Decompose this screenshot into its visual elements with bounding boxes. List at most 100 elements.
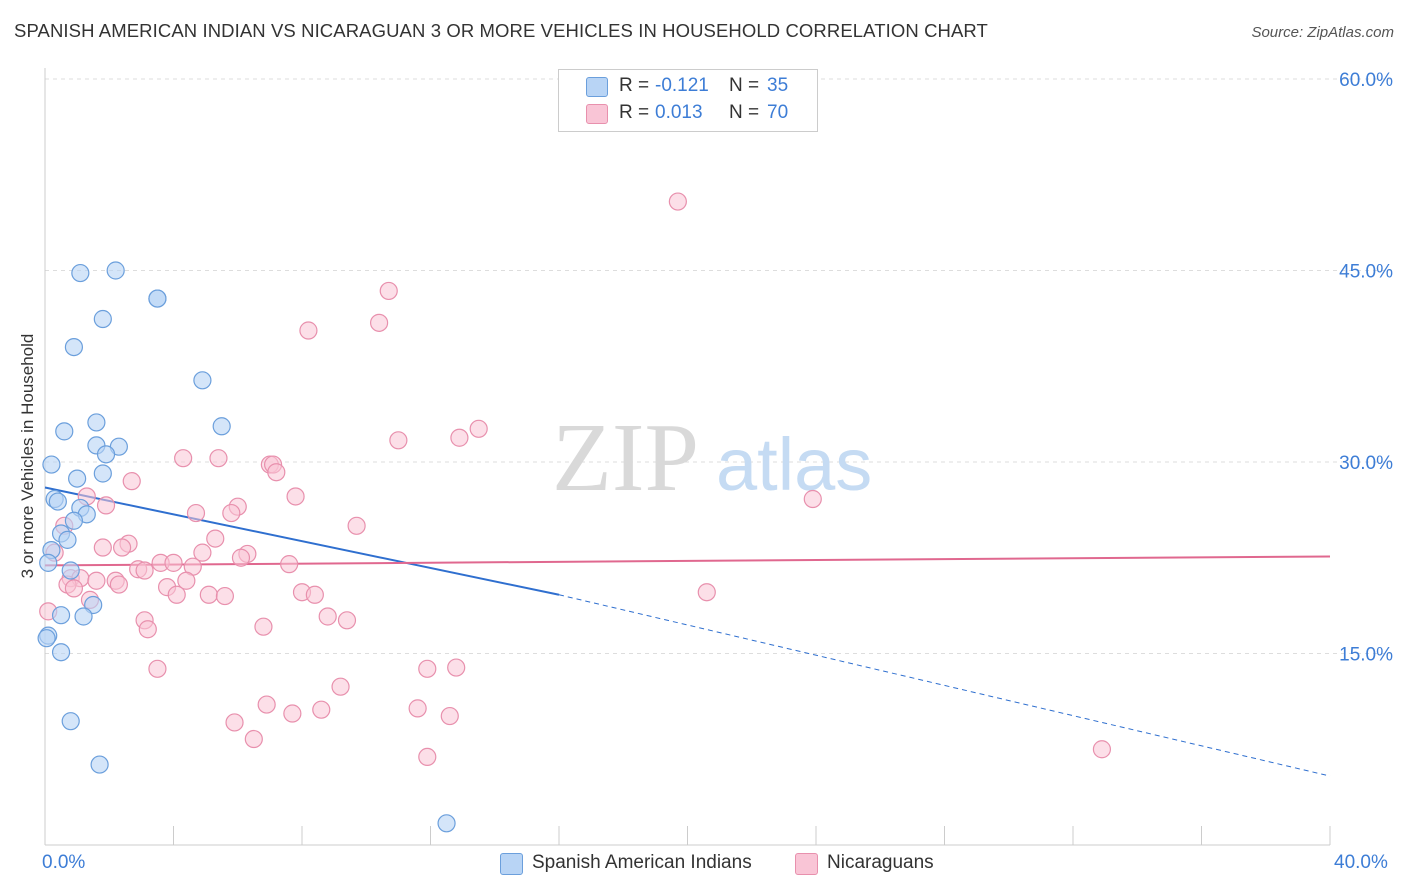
- data-point-spanish: [93, 464, 112, 483]
- data-point-nicaraguan: [337, 611, 357, 630]
- data-point-spanish: [437, 814, 456, 833]
- trend-line-spanish: [44, 486, 560, 596]
- data-point-nicaraguan: [450, 428, 469, 447]
- data-point-nicaraguan: [231, 548, 251, 567]
- data-point-nicaraguan: [135, 561, 154, 580]
- data-point-spanish: [212, 417, 231, 436]
- legend-r-label: R =: [619, 75, 650, 96]
- data-point-spanish: [71, 263, 90, 283]
- source-credit: Source: ZipAtlas.com: [1251, 24, 1394, 41]
- data-point-nicaraguan: [312, 700, 331, 719]
- data-points: [37, 192, 1112, 833]
- legend-r-label: R =: [619, 102, 650, 123]
- data-point-spanish: [61, 561, 80, 580]
- data-point-nicaraguan: [64, 579, 84, 598]
- data-point-nicaraguan: [299, 321, 318, 340]
- data-point-spanish: [51, 643, 71, 662]
- data-point-spanish: [193, 371, 212, 390]
- y-axis-label: 3 or more Vehicles in Household: [18, 333, 37, 579]
- data-point-nicaraguan: [257, 695, 276, 714]
- legend-row-nicaraguan: R = 0.013 N = 70: [559, 100, 817, 127]
- data-point-nicaraguan: [112, 538, 132, 557]
- data-point-nicaraguan: [167, 585, 186, 604]
- data-point-nicaraguan: [418, 747, 437, 767]
- data-point-nicaraguan: [96, 496, 116, 515]
- data-point-nicaraguan: [93, 538, 112, 557]
- trend-lines: [44, 486, 1331, 777]
- data-point-spanish: [96, 445, 116, 464]
- data-point-spanish: [39, 553, 58, 572]
- series-name-nicaraguan: Nicaraguans: [827, 852, 934, 873]
- y-tick-label: 45.0%: [1339, 262, 1393, 283]
- axes: [44, 68, 1331, 846]
- data-point-nicaraguan: [1092, 740, 1112, 759]
- data-point-nicaraguan: [418, 659, 437, 678]
- data-point-spanish: [64, 338, 84, 357]
- data-point-nicaraguan: [215, 586, 234, 606]
- stats-legend: R = -0.121 N = 35 R = 0.013 N = 70: [558, 69, 818, 132]
- data-point-nicaraguan: [283, 704, 302, 723]
- data-point-nicaraguan: [697, 583, 716, 602]
- data-point-nicaraguan: [668, 192, 687, 211]
- data-point-spanish: [64, 511, 84, 530]
- data-point-nicaraguan: [803, 489, 822, 509]
- data-point-spanish: [68, 469, 87, 488]
- data-point-nicaraguan: [305, 585, 324, 604]
- legend-n-value: 35: [767, 75, 789, 96]
- legend-n-label: N =: [729, 75, 760, 96]
- data-point-spanish: [42, 455, 61, 474]
- series-swatch-blue: [500, 853, 523, 875]
- legend-swatch-pink: [586, 104, 608, 124]
- data-point-nicaraguan: [244, 729, 263, 749]
- data-point-nicaraguan: [370, 313, 389, 332]
- data-point-nicaraguan: [177, 571, 196, 590]
- data-point-nicaraguan: [447, 658, 466, 677]
- data-point-nicaraguan: [286, 487, 305, 506]
- x-tick-label-min: 0.0%: [42, 852, 86, 873]
- legend-r-value: -0.121: [655, 75, 709, 96]
- data-point-nicaraguan: [440, 706, 459, 726]
- data-point-nicaraguan: [193, 543, 212, 562]
- data-point-spanish: [93, 309, 112, 329]
- data-point-spanish: [148, 289, 167, 308]
- data-point-nicaraguan: [331, 677, 350, 696]
- data-point-nicaraguan: [280, 555, 299, 574]
- legend-n-value: 70: [767, 102, 789, 123]
- data-point-nicaraguan: [318, 607, 337, 626]
- data-point-nicaraguan: [186, 503, 206, 523]
- data-point-nicaraguan: [469, 419, 488, 438]
- data-point-spanish: [87, 413, 106, 432]
- legend-row-spanish: R = -0.121 N = 35: [559, 73, 817, 100]
- series-legend: Spanish American Indians Nicaraguans: [0, 851, 1406, 879]
- data-point-nicaraguan: [209, 449, 228, 468]
- legend-n-label: N =: [729, 102, 760, 123]
- data-point-nicaraguan: [206, 529, 225, 548]
- data-point-nicaraguan: [222, 503, 241, 523]
- data-point-spanish: [106, 261, 125, 280]
- data-point-nicaraguan: [347, 516, 366, 535]
- series-swatch-pink: [795, 853, 818, 875]
- trend-line-spanish-extrapolated: [558, 594, 1331, 777]
- data-point-spanish: [48, 492, 67, 511]
- series-name-spanish: Spanish American Indians: [532, 852, 752, 873]
- data-point-nicaraguan: [225, 713, 244, 732]
- data-point-nicaraguan: [138, 620, 157, 639]
- gridlines: [45, 78, 1392, 654]
- watermark-atlas: atlas: [716, 423, 872, 506]
- data-point-nicaraguan: [379, 281, 398, 301]
- watermark: ZIP atlas: [552, 404, 872, 512]
- data-point-nicaraguan: [408, 699, 427, 718]
- data-point-nicaraguan: [87, 571, 106, 590]
- data-point-nicaraguan: [109, 575, 128, 594]
- legend-swatch-blue: [586, 77, 608, 97]
- y-tick-labels: 15.0% 30.0% 45.0% 60.0%: [1339, 70, 1393, 666]
- data-point-nicaraguan: [122, 472, 141, 491]
- data-point-nicaraguan: [389, 431, 408, 450]
- data-point-nicaraguan: [267, 463, 286, 482]
- data-point-spanish: [55, 422, 74, 441]
- legend-r-value: 0.013: [655, 102, 703, 123]
- trend-line-nicaraguan: [44, 555, 1331, 567]
- data-point-nicaraguan: [148, 659, 167, 678]
- data-point-nicaraguan: [174, 449, 193, 468]
